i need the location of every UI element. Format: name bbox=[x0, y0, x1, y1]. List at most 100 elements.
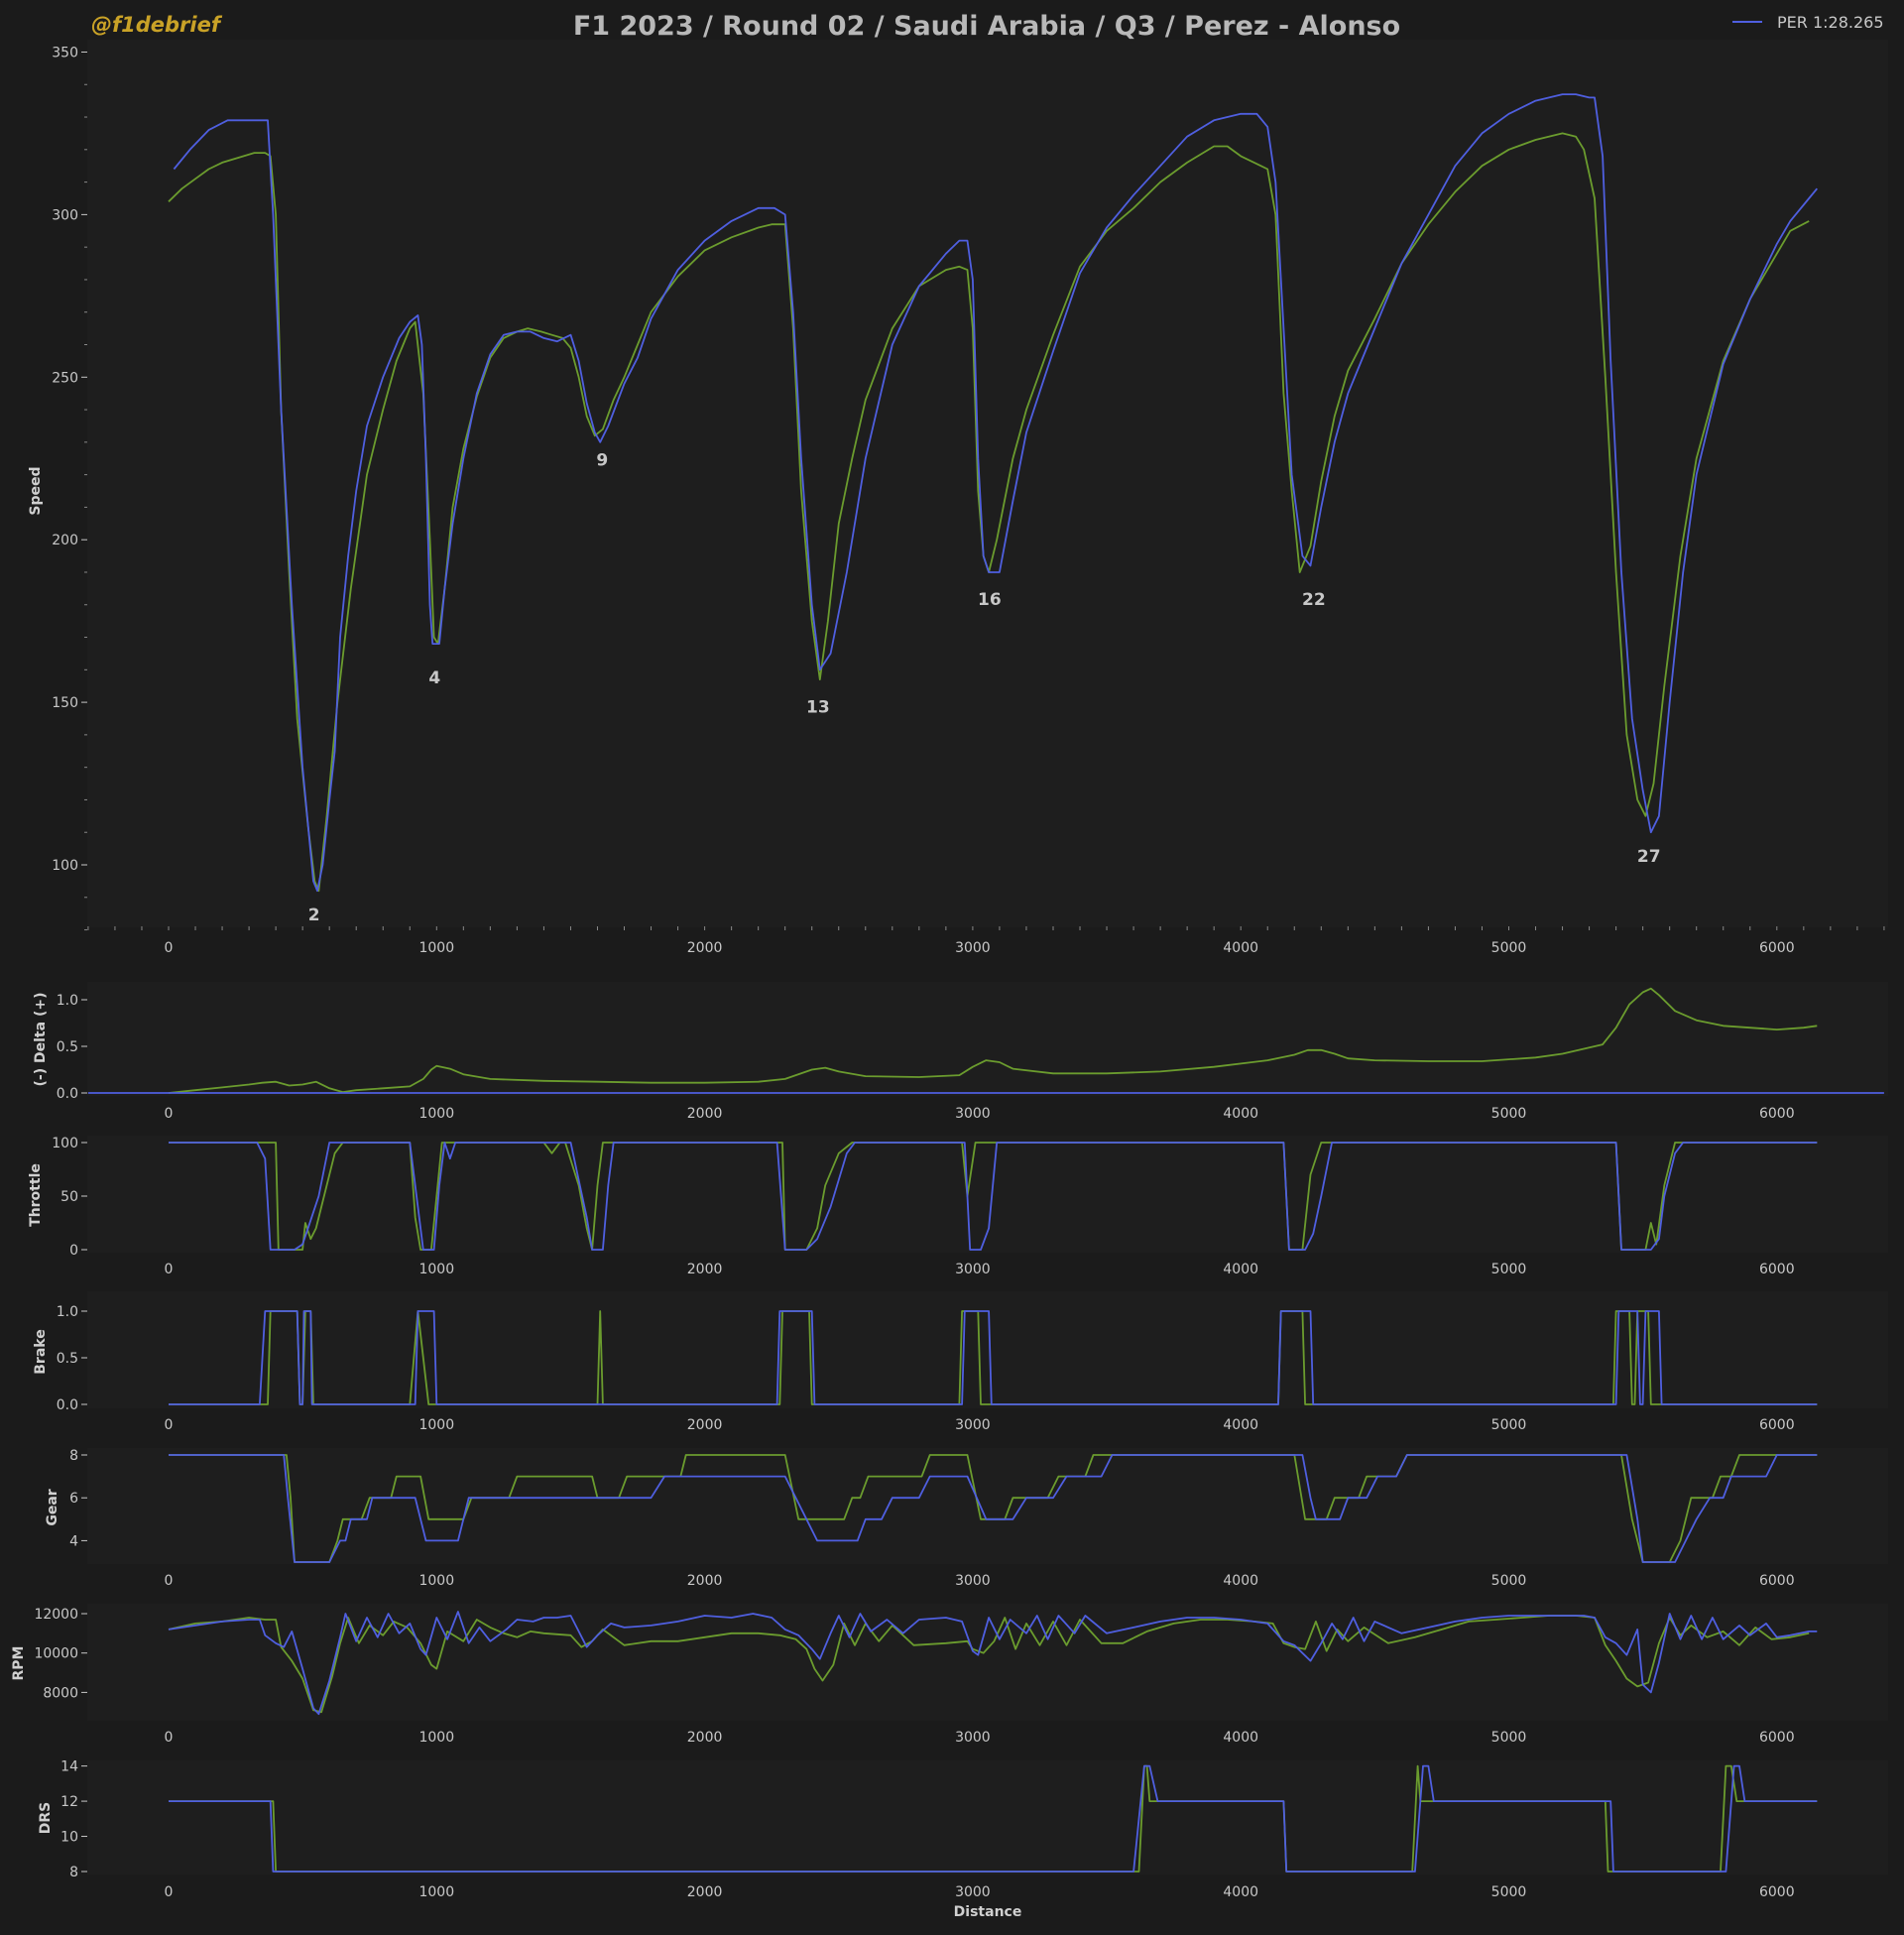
y-axis-label: Throttle bbox=[28, 1163, 44, 1227]
x-tick-label: 4000 bbox=[1223, 1573, 1258, 1589]
y-tick-label: 4 bbox=[69, 1533, 78, 1549]
x-tick-label: 0 bbox=[165, 1262, 174, 1277]
y-tick-label: 6 bbox=[69, 1491, 78, 1507]
x-tick-label: 4000 bbox=[1223, 1884, 1258, 1900]
x-tick-label: 0 bbox=[165, 1573, 174, 1589]
x-tick-label: 5000 bbox=[1491, 940, 1527, 956]
x-tick-label: 3000 bbox=[955, 1730, 991, 1746]
panel-1: 100 150 200 250 300 350 0 1000 2000 3000 4000 5000 6… bbox=[28, 40, 1888, 956]
x-tick-label: 5000 bbox=[1491, 1262, 1527, 1277]
x-tick-label: 3000 bbox=[955, 1106, 991, 1122]
y-tick-label: 12 bbox=[60, 1794, 78, 1810]
y-tick-label: 250 bbox=[52, 370, 78, 386]
corner-label: 4 bbox=[428, 668, 440, 688]
y-tick-label: 150 bbox=[52, 695, 78, 711]
y-tick-label: 8 bbox=[69, 1448, 78, 1464]
x-tick-label: 1000 bbox=[418, 1262, 454, 1277]
y-axis-label: DRS bbox=[38, 1802, 54, 1834]
x-axis-label: Distance bbox=[954, 1904, 1022, 1920]
series-line-per bbox=[168, 1611, 1818, 1716]
x-tick-label: 6000 bbox=[1759, 1417, 1795, 1433]
x-tick-label: 4000 bbox=[1223, 1106, 1258, 1122]
series-line-alo bbox=[168, 132, 1810, 893]
series-line-per bbox=[169, 1142, 1818, 1251]
x-tick-label: 4000 bbox=[1223, 1417, 1258, 1433]
x-tick-label: 4000 bbox=[1223, 940, 1258, 956]
x-tick-label: 6000 bbox=[1759, 1884, 1795, 1900]
y-tick-label: 1.0 bbox=[57, 1304, 78, 1320]
x-tick-label: 5000 bbox=[1491, 1884, 1527, 1900]
y-axis-label: RPM bbox=[11, 1646, 27, 1681]
x-tick-label: 5000 bbox=[1491, 1730, 1527, 1746]
panel-6: 8000 10000 12000 0 1000 2000 3000 4000 5000 6000 R… bbox=[11, 1604, 1888, 1746]
y-tick-label: 8000 bbox=[43, 1685, 78, 1701]
x-tick-label: 2000 bbox=[687, 1573, 723, 1589]
corner-label: 22 bbox=[1302, 590, 1326, 610]
legend-label-per: PER 1:28.265 bbox=[1777, 13, 1884, 32]
x-tick-label: 3000 bbox=[955, 1573, 991, 1589]
x-tick-label: 6000 bbox=[1759, 940, 1795, 956]
panel-background bbox=[87, 982, 1888, 1096]
x-tick-label: 6000 bbox=[1759, 1262, 1795, 1277]
y-tick-label: 0.0 bbox=[57, 1397, 78, 1413]
y-tick-label: 50 bbox=[60, 1189, 78, 1205]
series-line-per bbox=[169, 1454, 1818, 1563]
corner-label: 16 bbox=[978, 590, 1002, 610]
x-tick-label: 0 bbox=[165, 1884, 174, 1900]
x-tick-label: 1000 bbox=[418, 1730, 454, 1746]
y-tick-label: 14 bbox=[60, 1759, 78, 1775]
series-line-per bbox=[169, 1310, 1818, 1405]
y-tick-label: 0.5 bbox=[57, 1039, 78, 1055]
x-tick-label: 6000 bbox=[1759, 1730, 1795, 1746]
x-tick-label: 5000 bbox=[1491, 1573, 1527, 1589]
x-tick-label: 4000 bbox=[1223, 1262, 1258, 1277]
x-tick-label: 6000 bbox=[1759, 1573, 1795, 1589]
corner-label: 13 bbox=[806, 697, 830, 717]
series-line-alo bbox=[168, 987, 1818, 1094]
series-line-alo bbox=[169, 1310, 1818, 1405]
x-tick-label: 5000 bbox=[1491, 1106, 1527, 1122]
x-tick-label: 0 bbox=[165, 1106, 174, 1122]
series-line-alo bbox=[169, 1454, 1818, 1563]
x-tick-label: 2000 bbox=[687, 1884, 723, 1900]
y-axis-label: Gear bbox=[45, 1489, 60, 1525]
brand-watermark: @f1debrief bbox=[91, 13, 223, 37]
panel-background bbox=[87, 1448, 1888, 1564]
y-tick-label: 350 bbox=[52, 45, 78, 60]
x-tick-label: 1000 bbox=[418, 1884, 454, 1900]
series-line-per bbox=[169, 1764, 1818, 1873]
x-tick-label: 1000 bbox=[418, 940, 454, 956]
x-tick-label: 0 bbox=[165, 1417, 174, 1433]
panel-7: 8 10 12 14 0 1000 2000 3000 4000 5000 6000 DRS bbox=[38, 1759, 1888, 1900]
x-tick-label: 0 bbox=[165, 940, 174, 956]
y-tick-label: 0.5 bbox=[57, 1351, 78, 1367]
x-tick-label: 2000 bbox=[687, 940, 723, 956]
panel-2: 0.0 0.5 1.0 0 1000 2000 3000 4000 5000 6000 (-) De… bbox=[33, 982, 1888, 1122]
x-tick-label: 4000 bbox=[1223, 1730, 1258, 1746]
x-tick-label: 5000 bbox=[1491, 1417, 1527, 1433]
x-tick-label: 3000 bbox=[955, 1262, 991, 1277]
panel-background bbox=[87, 40, 1888, 927]
x-tick-label: 2000 bbox=[687, 1262, 723, 1277]
y-axis-label: Brake bbox=[33, 1329, 49, 1374]
y-tick-label: 10000 bbox=[34, 1646, 78, 1662]
x-tick-label: 3000 bbox=[955, 1417, 991, 1433]
x-tick-label: 2000 bbox=[687, 1730, 723, 1746]
y-tick-label: 200 bbox=[52, 533, 78, 548]
y-tick-label: 12000 bbox=[34, 1607, 78, 1623]
x-tick-label: 1000 bbox=[418, 1573, 454, 1589]
y-tick-label: 0 bbox=[69, 1243, 78, 1259]
y-tick-label: 100 bbox=[52, 858, 78, 874]
panel-5: 4 6 8 0 1000 2000 3000 4000 5000 6000 Gear bbox=[45, 1448, 1888, 1589]
corner-label: 2 bbox=[308, 906, 320, 925]
x-tick-label: 2000 bbox=[687, 1417, 723, 1433]
x-tick-label: 3000 bbox=[955, 940, 991, 956]
y-tick-label: 100 bbox=[52, 1136, 78, 1151]
x-tick-label: 6000 bbox=[1759, 1106, 1795, 1122]
x-tick-label: 1000 bbox=[418, 1417, 454, 1433]
panel-background bbox=[87, 1760, 1888, 1875]
y-tick-label: 1.0 bbox=[57, 993, 78, 1009]
